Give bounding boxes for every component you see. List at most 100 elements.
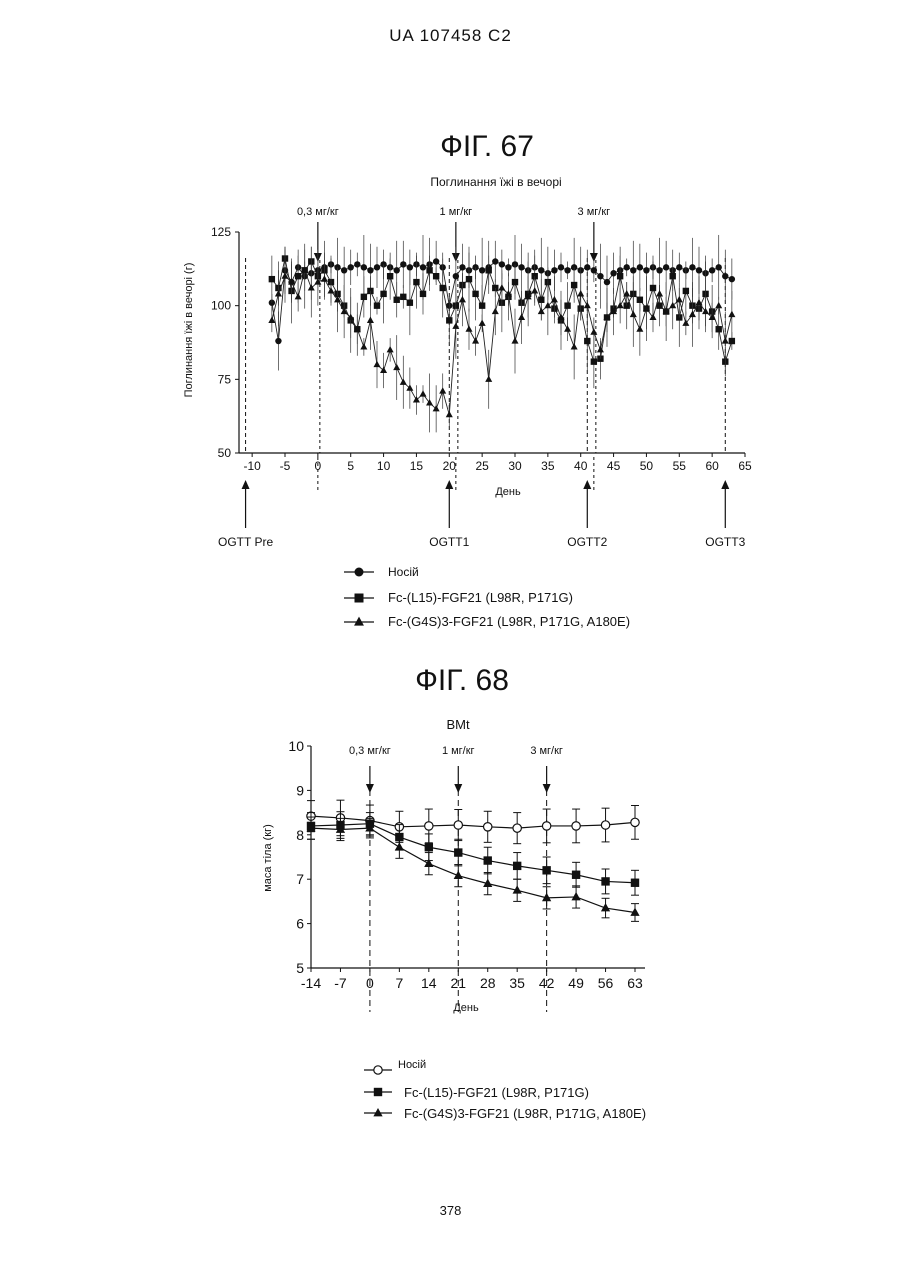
fig67-legend-marker xyxy=(354,617,364,626)
fig67-data-point xyxy=(472,337,479,343)
fig67-data-point xyxy=(433,405,440,411)
fig67-data-point xyxy=(459,264,465,270)
fig67-ogtt-label: OGTT Pre xyxy=(218,535,273,549)
fig67-data-point xyxy=(610,270,616,276)
fig67-legend-marker xyxy=(355,594,364,603)
fig67-ogtt-arrow-head xyxy=(242,480,250,489)
fig67-xtick-label: 65 xyxy=(738,459,752,473)
fig67-data-point xyxy=(551,267,557,273)
fig68-data-point xyxy=(572,871,580,879)
fig67-dose-label: 3 мг/кг xyxy=(578,206,611,218)
fig67-data-point xyxy=(716,264,722,270)
fig68-data-point xyxy=(631,818,639,826)
fig68-xtick-label: 49 xyxy=(568,975,584,991)
fig67-data-point xyxy=(354,261,360,267)
fig67-data-point xyxy=(440,285,446,291)
fig67-xtick-label: -10 xyxy=(243,459,261,473)
fig68-dose-arrow-head xyxy=(454,784,462,793)
fig68-data-point xyxy=(513,824,521,832)
fig67-xtick-label: 30 xyxy=(508,459,522,473)
fig68-legend: НосійFc-(L15)-FGF21 (L98R, P171G)Fc-(G4S… xyxy=(364,1059,646,1121)
fig67-data-point xyxy=(544,302,551,308)
fig68-data-point xyxy=(572,822,580,830)
fig67-legend: НосійFc-(L15)-FGF21 (L98R, P171G)Fc-(G4S… xyxy=(344,565,630,629)
fig67-data-point xyxy=(597,273,603,279)
fig67-data-point xyxy=(485,375,492,381)
fig67-data-point xyxy=(420,291,426,297)
fig67-data-point xyxy=(656,290,663,296)
fig67-data-point xyxy=(452,322,459,328)
fig67-data-point xyxy=(413,396,420,402)
fig67-ogtt-label: OGTT3 xyxy=(705,535,745,549)
fig67-data-point xyxy=(531,287,538,293)
fig67-data-point xyxy=(400,378,407,384)
fig67-data-point xyxy=(361,294,367,300)
fig67-data-point xyxy=(696,267,702,273)
fig67-ogtt-arrow-head xyxy=(445,480,453,489)
fig67-data-point xyxy=(564,325,571,331)
fig67-data-point xyxy=(479,302,485,308)
fig67-data-point xyxy=(407,300,413,306)
fig67-data-point xyxy=(367,317,374,323)
fig67-data-point xyxy=(564,267,570,273)
fig68-series-line xyxy=(311,828,635,912)
fig68-legend-marker xyxy=(374,1088,382,1096)
fig67-xtick-label: 35 xyxy=(541,459,555,473)
fig68-title: ФІГ. 68 xyxy=(415,664,509,697)
fig67-data-point xyxy=(538,297,544,303)
fig67-xtick-label: 5 xyxy=(347,459,354,473)
fig67-legend-marker xyxy=(355,568,364,577)
fig67-data-point xyxy=(643,267,649,273)
fig67-data-point xyxy=(308,284,315,290)
fig68-data-point xyxy=(425,822,433,830)
fig67-data-point xyxy=(360,343,367,349)
fig67-data-point xyxy=(558,264,564,270)
fig68-data-point xyxy=(425,843,433,851)
fig67-xtick-label: 15 xyxy=(410,459,424,473)
fig67-data-point xyxy=(591,267,597,273)
fig68-legend-label: Fc-(L15)-FGF21 (L98R, P171G) xyxy=(404,1085,589,1100)
fig67-data-point xyxy=(472,291,478,297)
fig67-data-point xyxy=(564,302,570,308)
fig67-data-point xyxy=(617,302,624,308)
fig67-data-point xyxy=(729,338,735,344)
fig68-chart-title: BMt xyxy=(446,717,470,732)
fig67-data-point xyxy=(689,311,696,317)
fig68-data-point xyxy=(571,892,580,900)
fig67-dose-label: 0,3 мг/кг xyxy=(297,206,339,218)
fig67-data-point xyxy=(433,273,439,279)
fig67-data-point xyxy=(393,364,400,370)
fig67-data-point xyxy=(571,343,578,349)
fig68-xtick-label: 7 xyxy=(395,975,403,991)
fig67-data-point xyxy=(630,311,637,317)
fig68-legend-label: Носій xyxy=(398,1059,426,1071)
fig67-data-point xyxy=(722,337,729,343)
fig67-data-point xyxy=(728,311,735,317)
fig68-plot: 5678910-14-70714212835424956630,3 мг/кг1… xyxy=(288,738,645,1012)
fig67-ogtt-arrow-head xyxy=(721,480,729,489)
fig68-xlabel: День xyxy=(453,1002,479,1014)
fig68-dose-label: 0,3 мг/кг xyxy=(349,745,391,757)
fig67-data-point xyxy=(295,273,301,279)
fig67-data-point xyxy=(465,325,472,331)
fig67-data-point xyxy=(321,275,328,281)
fig68-data-point xyxy=(601,877,609,885)
fig68-dose-arrow-head xyxy=(366,784,374,793)
fig67-ytick-label: 75 xyxy=(218,372,232,386)
fig67-data-point xyxy=(419,390,426,396)
fig68-ytick-label: 9 xyxy=(296,782,304,798)
fig67-data-point xyxy=(387,273,393,279)
page-number: 378 xyxy=(0,1203,901,1218)
fig67-ogtt-label: OGTT2 xyxy=(567,535,607,549)
fig67-data-point xyxy=(584,264,590,270)
fig67-data-point xyxy=(709,267,715,273)
fig67-data-point xyxy=(492,308,499,314)
fig68-xtick-label: -14 xyxy=(301,975,321,991)
fig67-data-point xyxy=(584,302,591,308)
fig67-data-point xyxy=(637,297,643,303)
fig67-xtick-label: 60 xyxy=(705,459,719,473)
fig67-data-point xyxy=(380,367,387,373)
fig67-data-point xyxy=(683,288,689,294)
fig67-xtick-label: 55 xyxy=(673,459,687,473)
